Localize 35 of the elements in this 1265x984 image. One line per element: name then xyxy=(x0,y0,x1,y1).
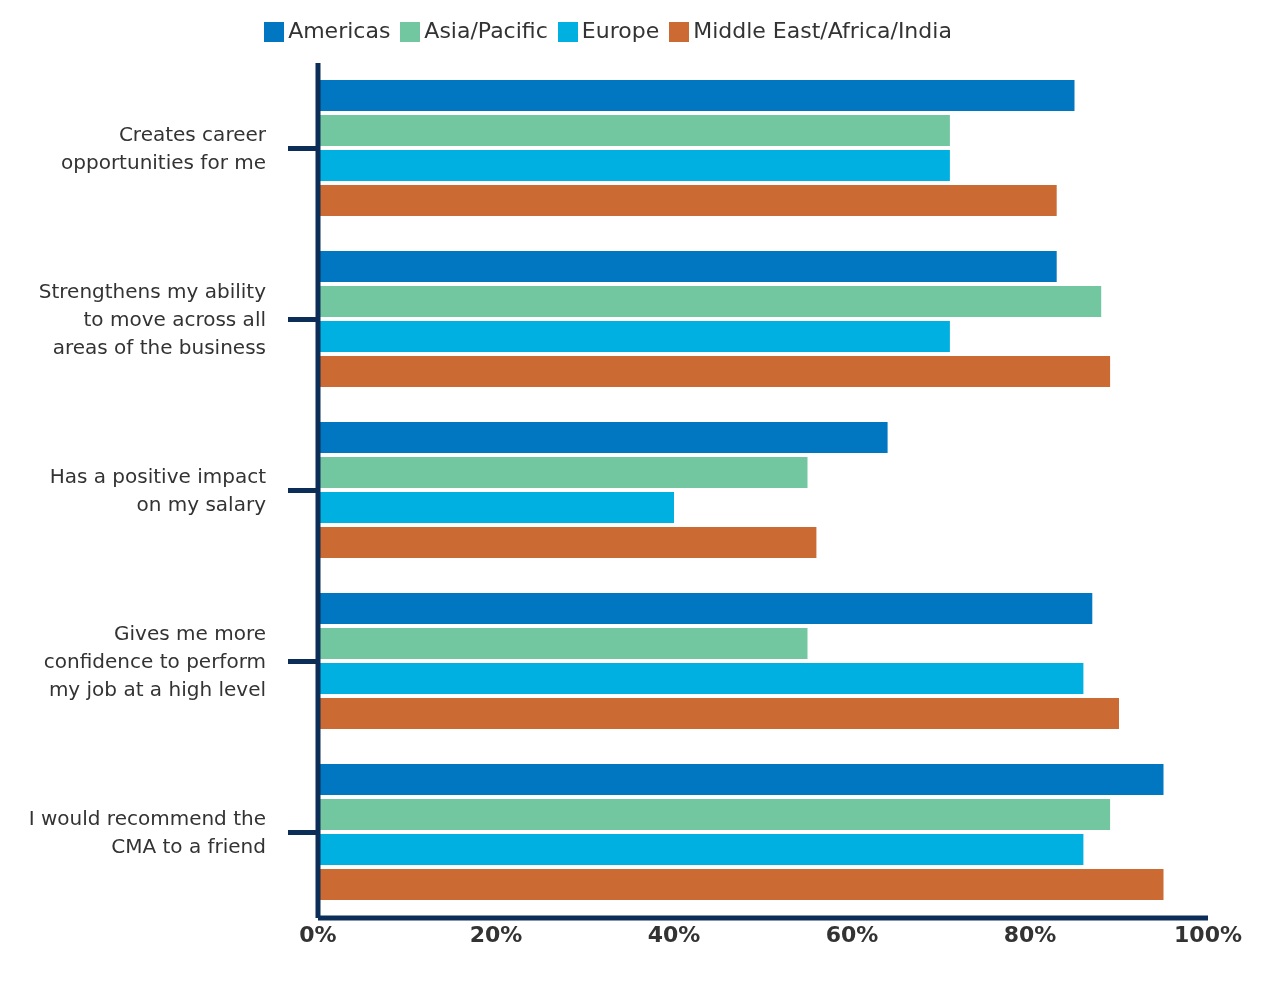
y-tick-label: Gives me more confidence to perform my job at a high level xyxy=(43,620,266,700)
bar xyxy=(318,492,674,524)
x-tick-label: 100% xyxy=(1174,921,1242,947)
x-tick-label: 40% xyxy=(647,921,701,947)
y-tick-label: Strengthens my ability to move across all areas of the business xyxy=(38,278,267,358)
bar xyxy=(318,799,1111,831)
y-tick-label: Creates career opportunities for me xyxy=(61,121,267,173)
bar xyxy=(318,869,1164,901)
bar xyxy=(318,628,808,660)
legend-label: Americas xyxy=(288,18,391,43)
x-tick-label: 60% xyxy=(825,921,879,947)
bar xyxy=(318,356,1111,388)
x-tick-label: 80% xyxy=(1003,921,1057,947)
bar xyxy=(318,593,1093,625)
bar xyxy=(318,527,817,559)
bar xyxy=(318,185,1057,217)
bar xyxy=(318,422,888,454)
legend-label: Europe xyxy=(581,18,660,43)
bar xyxy=(318,834,1084,866)
bar xyxy=(318,321,950,353)
bar xyxy=(318,115,950,147)
bar xyxy=(318,251,1057,283)
legend-label: Asia/Pacific xyxy=(424,18,548,43)
x-tick-label: 20% xyxy=(469,921,523,947)
legend-label: Middle East/Africa/India xyxy=(693,18,952,43)
bar xyxy=(318,698,1119,730)
bar xyxy=(318,764,1164,796)
y-tick-label: I would recommend the CMA to a friend xyxy=(28,805,266,857)
x-tick-label: 0% xyxy=(299,921,337,947)
y-tick-label: Has a positive impact on my salary xyxy=(49,463,267,515)
bar xyxy=(318,150,950,182)
bar xyxy=(318,80,1075,112)
bar xyxy=(318,663,1084,695)
bar xyxy=(318,286,1102,318)
bar xyxy=(318,457,808,489)
